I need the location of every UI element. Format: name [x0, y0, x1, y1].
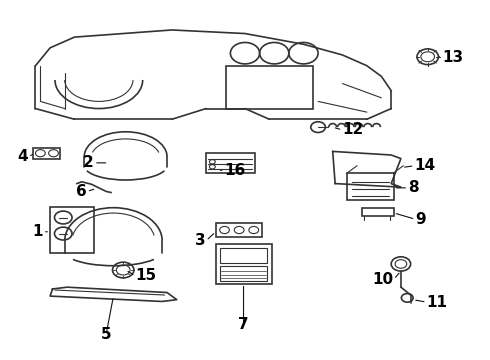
Bar: [362, 207, 393, 216]
Text: 11: 11: [427, 295, 448, 310]
Text: 9: 9: [416, 212, 426, 227]
Text: 8: 8: [408, 180, 419, 195]
Bar: [225, 66, 313, 109]
Bar: [50, 207, 94, 253]
Text: 4: 4: [18, 149, 28, 164]
Bar: [33, 148, 60, 158]
Text: 15: 15: [135, 268, 156, 283]
Bar: [220, 248, 268, 263]
Bar: [206, 153, 255, 173]
Text: 6: 6: [76, 184, 87, 199]
Text: 10: 10: [372, 272, 393, 287]
Bar: [216, 223, 262, 237]
Bar: [220, 266, 268, 281]
Text: 16: 16: [224, 163, 246, 178]
Text: 13: 13: [442, 50, 464, 65]
Bar: [216, 244, 272, 284]
Text: 7: 7: [238, 317, 249, 332]
Text: 14: 14: [415, 158, 436, 173]
Bar: [347, 173, 393, 200]
Text: 12: 12: [343, 122, 364, 138]
Text: 3: 3: [196, 233, 206, 248]
Text: 1: 1: [32, 224, 43, 239]
Text: 2: 2: [83, 156, 94, 170]
Text: 5: 5: [101, 327, 111, 342]
